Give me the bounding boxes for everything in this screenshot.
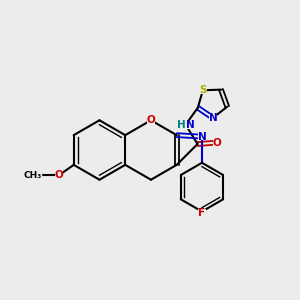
FancyBboxPatch shape [147, 116, 155, 124]
FancyBboxPatch shape [209, 114, 217, 122]
Text: N: N [208, 113, 217, 123]
FancyBboxPatch shape [177, 121, 194, 129]
Text: N: N [186, 120, 195, 130]
FancyBboxPatch shape [198, 209, 206, 217]
FancyBboxPatch shape [198, 133, 206, 140]
FancyBboxPatch shape [55, 171, 63, 179]
Text: F: F [198, 208, 206, 218]
Text: O: O [147, 115, 155, 125]
Text: CH₃: CH₃ [24, 171, 42, 180]
FancyBboxPatch shape [213, 139, 221, 146]
Text: H: H [177, 120, 185, 130]
Text: N: N [198, 132, 206, 142]
Text: S: S [199, 85, 207, 95]
FancyBboxPatch shape [199, 86, 207, 94]
Text: O: O [55, 170, 63, 180]
Text: O: O [212, 138, 221, 148]
